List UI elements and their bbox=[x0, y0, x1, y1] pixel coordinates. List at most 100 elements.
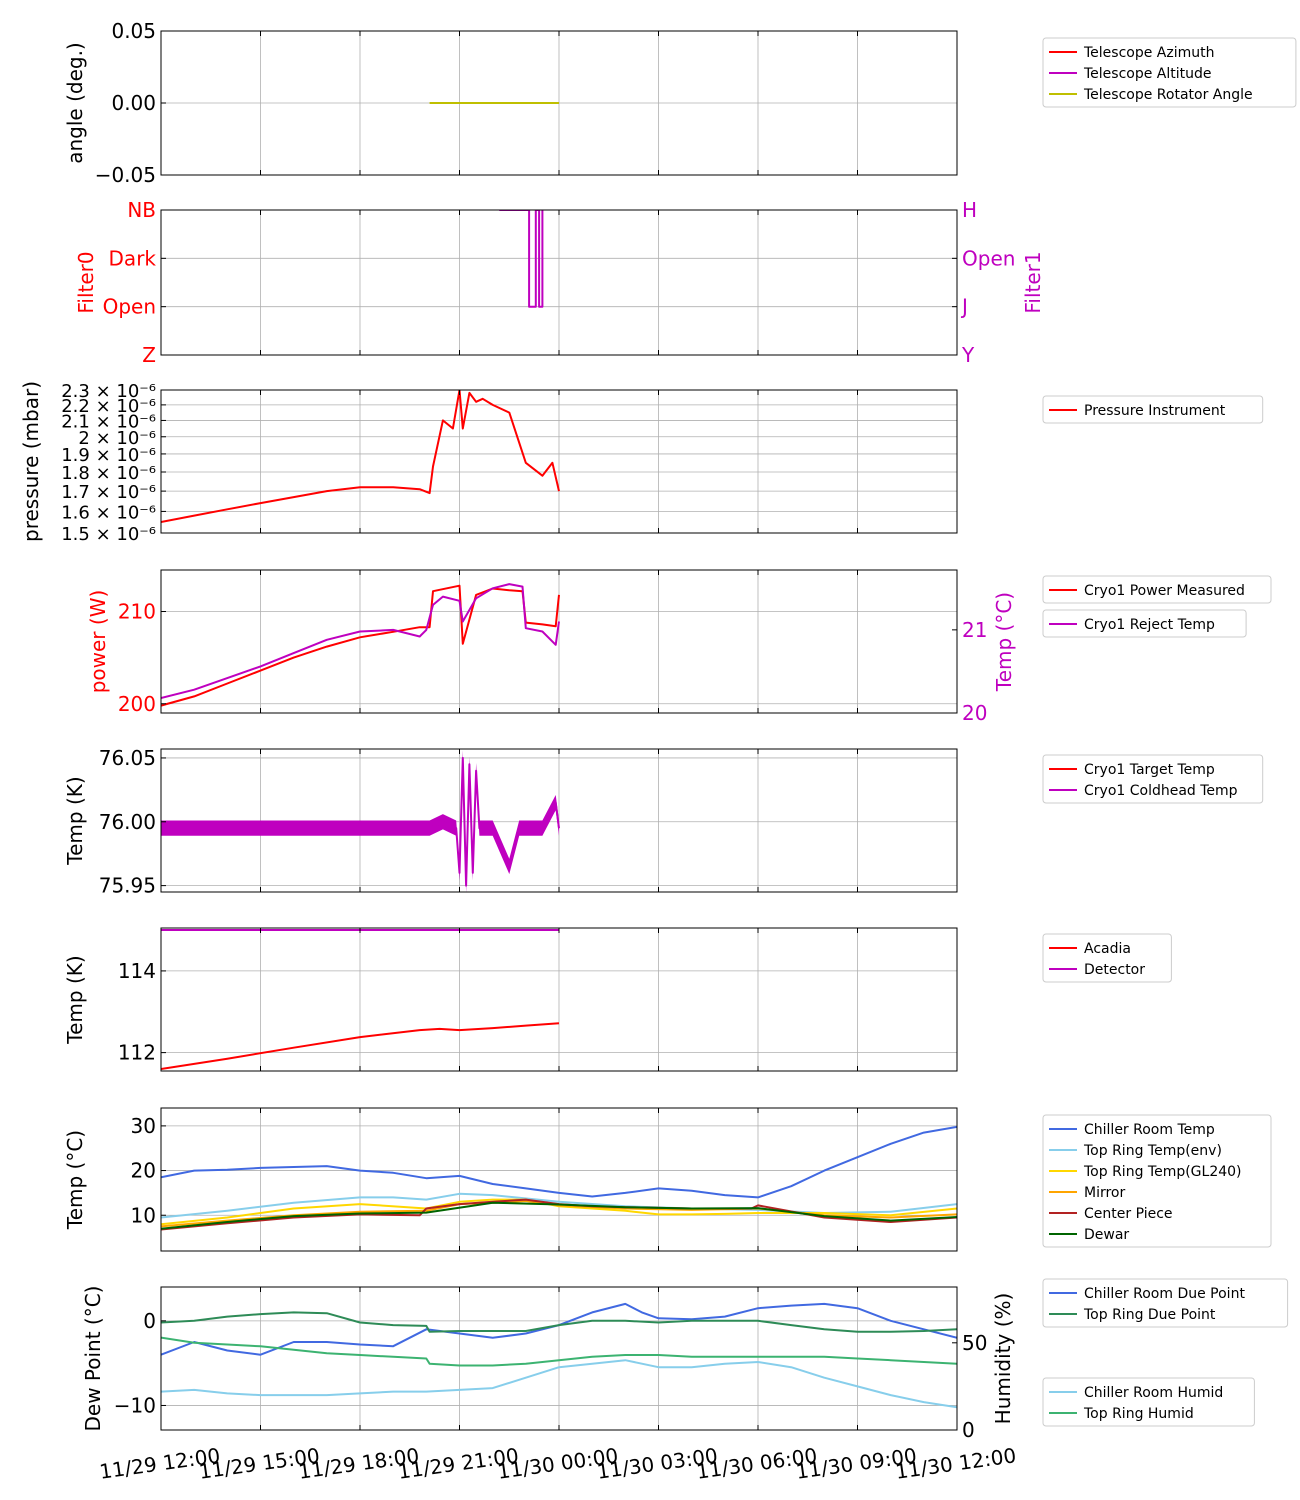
y-axis-label: power (W) bbox=[86, 590, 110, 694]
y-tick-label: 1.5 × 10⁻⁶ bbox=[61, 524, 156, 545]
y-tick-label: 76.00 bbox=[99, 810, 156, 834]
legend: Chiller Room Due Point Top Ring Due Point bbox=[1042, 1278, 1289, 1328]
y-tick-label: 200 bbox=[118, 692, 156, 716]
y-tick-label: −0.05 bbox=[95, 163, 156, 187]
legend-entry: Telescope Rotator Angle bbox=[1083, 87, 1253, 103]
y-tick-label: Open bbox=[103, 295, 156, 319]
y-tick-label: 1.8 × 10⁻⁶ bbox=[61, 463, 156, 484]
panel-4: 210 200 21 20 power (W) Temp (°C) Cryo1 Power … bbox=[86, 569, 1272, 725]
y-tick-label: 0 bbox=[143, 1309, 156, 1333]
legend: Acadia Detector bbox=[1042, 933, 1172, 983]
y-axis-label: Dew Point (°C) bbox=[81, 1285, 105, 1431]
legend-entry: Cryo1 Reject Temp bbox=[1084, 617, 1215, 633]
y-tick-label: 1.7 × 10⁻⁶ bbox=[61, 482, 156, 503]
y-tick-label: 10 bbox=[131, 1203, 156, 1227]
legend: Cryo1 Reject Temp bbox=[1042, 609, 1247, 638]
series-top-ring-due-point bbox=[161, 1311, 957, 1333]
y-tick-label: 1.6 × 10⁻⁶ bbox=[61, 502, 156, 523]
series-pressure-instrument bbox=[161, 390, 560, 523]
legend-entry: Telescope Altitude bbox=[1083, 66, 1212, 82]
legend: Chiller Room Temp Top Ring Temp(env) Top R… bbox=[1042, 1114, 1272, 1248]
legend-entry: Top Ring Humid bbox=[1083, 1406, 1194, 1422]
y-tick-label: 1.9 × 10⁻⁶ bbox=[61, 445, 156, 466]
y-tick-label: −10 bbox=[114, 1393, 156, 1417]
y-tick-label: 0.00 bbox=[111, 91, 156, 115]
y-tick-label: Z bbox=[142, 343, 156, 367]
legend-entry: Dewar bbox=[1084, 1227, 1129, 1243]
y2-tick-label: H bbox=[962, 198, 977, 222]
y-axis-label: Temp (°C) bbox=[63, 1130, 87, 1230]
y2-axis-label: Temp (°C) bbox=[992, 592, 1016, 692]
legend-frame bbox=[1042, 395, 1264, 424]
series-top-ring-humid bbox=[161, 1336, 957, 1367]
series-filter1 bbox=[499, 210, 544, 308]
y-tick-label: 75.95 bbox=[99, 874, 156, 898]
y-tick-label: 2.1 × 10⁻⁶ bbox=[61, 411, 156, 432]
y-axis-label: angle (deg.) bbox=[63, 42, 87, 164]
legend-entry: Cryo1 Target Temp bbox=[1084, 762, 1215, 778]
y-axis-label: pressure (mbar) bbox=[19, 381, 43, 542]
legend-entry: Telescope Azimuth bbox=[1083, 45, 1214, 61]
y-tick-label: 0.05 bbox=[111, 19, 156, 43]
legend: Cryo1 Target Temp Cryo1 Coldhead Temp bbox=[1042, 754, 1264, 804]
y2-axis-label: Humidity (%) bbox=[991, 1293, 1015, 1425]
panel-8: 0 −10 50 0 Dew Point (°C) Humidity (%) Chiller… bbox=[81, 1278, 1289, 1442]
series-cryo1-reject-temp bbox=[161, 583, 560, 699]
series-chiller-room-due-point bbox=[161, 1302, 957, 1356]
panel-5: 76.05 76.00 75.95 Temp (K) Cryo1 Target Temp… bbox=[63, 746, 1264, 898]
y2-tick-label: Open bbox=[962, 246, 1015, 270]
legend-entry: Chiller Room Due Point bbox=[1084, 1286, 1245, 1302]
legend-entry: Center Piece bbox=[1084, 1206, 1173, 1222]
y2-axis-label: Filter1 bbox=[1021, 251, 1045, 313]
legend: Chiller Room Humid Top Ring Humid bbox=[1042, 1377, 1255, 1427]
legend-entry: Acadia bbox=[1084, 941, 1131, 957]
y2-tick-label: 0 bbox=[962, 1418, 975, 1442]
series-dewar bbox=[161, 1201, 957, 1230]
y-tick-label: 2.2 × 10⁻⁶ bbox=[61, 396, 156, 417]
y2-tick-label: 21 bbox=[962, 618, 987, 642]
y-tick-label: 112 bbox=[118, 1041, 156, 1065]
legend-entry: Cryo1 Coldhead Temp bbox=[1084, 783, 1238, 799]
y-tick-label: 76.05 bbox=[99, 746, 156, 770]
y-tick-label: 2.3 × 10⁻⁶ bbox=[61, 381, 156, 402]
y-axis-label: Temp (K) bbox=[63, 776, 87, 865]
legend-frame bbox=[1042, 37, 1297, 108]
y-axis-label: Temp (K) bbox=[63, 955, 87, 1044]
legend-frame bbox=[1042, 609, 1247, 638]
legend-frame bbox=[1042, 754, 1264, 804]
legend-entry: Pressure Instrument bbox=[1084, 403, 1226, 419]
panel-2: NB Dark Open Z H Open JY Filter0 Filter1 bbox=[74, 198, 1045, 367]
legend-entry: Mirror bbox=[1084, 1185, 1125, 1201]
legend-entry: Top Ring Due Point bbox=[1083, 1307, 1216, 1323]
legend-entry: Chiller Room Humid bbox=[1084, 1385, 1223, 1401]
legend-entry: Chiller Room Temp bbox=[1084, 1122, 1215, 1138]
series-chiller-room-humid bbox=[161, 1359, 957, 1409]
series-cryo1-coldhead-temp bbox=[161, 756, 560, 887]
legend-entry: Cryo1 Power Measured bbox=[1084, 583, 1245, 599]
legend-frame bbox=[1042, 1377, 1255, 1427]
legend: Telescope Azimuth Telescope Altitude Teles… bbox=[1042, 37, 1297, 108]
y-tick-label: 30 bbox=[131, 1114, 156, 1138]
y-tick-label: 114 bbox=[118, 959, 156, 983]
legend-entry: Detector bbox=[1084, 962, 1145, 978]
series-chiller-room-temp bbox=[161, 1125, 957, 1199]
legend: Pressure Instrument bbox=[1042, 395, 1264, 424]
panel-3: 2.3 × 10⁻⁶2.2 × 10⁻⁶2.1 × 10⁻⁶2 × 10⁻⁶1.… bbox=[19, 381, 1264, 545]
series-band bbox=[161, 750, 559, 892]
y2-tick-label: 20 bbox=[962, 701, 987, 725]
legend-frame bbox=[1042, 575, 1272, 604]
y2-tick-label: Y bbox=[961, 343, 975, 367]
y-tick-label: Dark bbox=[109, 246, 157, 270]
legend-frame bbox=[1042, 1114, 1272, 1248]
legend-frame bbox=[1042, 1278, 1289, 1328]
y2-tick-label: J bbox=[960, 295, 968, 319]
y-axis-label: Filter0 bbox=[74, 251, 98, 313]
legend-entry: Top Ring Temp(GL240) bbox=[1083, 1164, 1242, 1180]
panel-7: 30 20 10 Temp (°C) Chiller Room Temp Top Ring… bbox=[63, 1107, 1272, 1252]
legend: Cryo1 Power Measured bbox=[1042, 575, 1272, 604]
y-tick-label: 210 bbox=[118, 600, 156, 624]
series-top-ring-temp-env- bbox=[161, 1192, 957, 1219]
panel-1: 0.05 0.00 −0.05 angle (deg.) Telescope Azimu… bbox=[63, 19, 1297, 187]
